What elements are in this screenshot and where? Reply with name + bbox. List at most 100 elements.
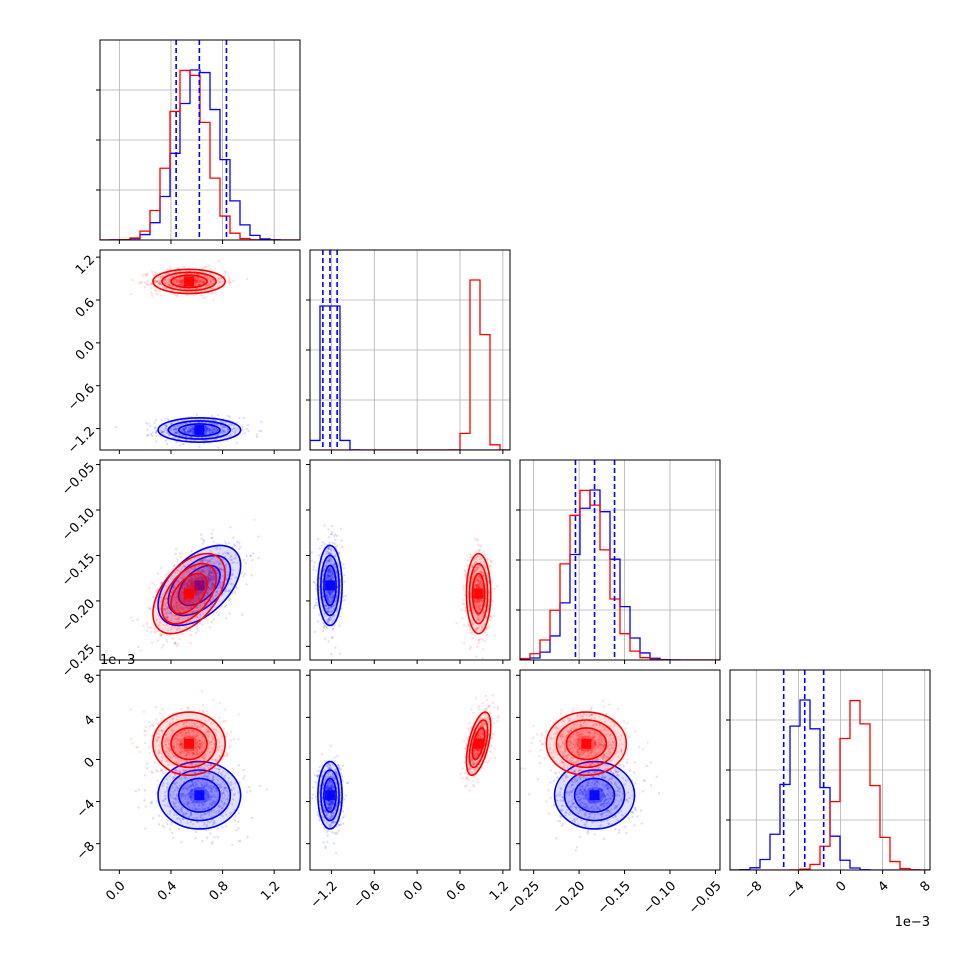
sample-point	[208, 573, 211, 577]
sample-point	[174, 605, 178, 608]
sample-point	[190, 583, 194, 587]
sample-point	[172, 637, 175, 640]
sample-point	[225, 551, 228, 555]
sample-point	[195, 591, 198, 595]
sample-point	[206, 774, 210, 778]
sample-point	[186, 430, 190, 434]
sample-point	[207, 573, 210, 577]
sample-point	[237, 554, 241, 557]
sample-point	[223, 430, 226, 433]
sample-point	[171, 285, 175, 288]
sample-point	[159, 275, 162, 279]
sample-point	[492, 615, 496, 618]
sample-point	[173, 626, 177, 629]
sample-point	[199, 557, 202, 560]
sample-point	[476, 626, 479, 630]
sample-point	[471, 630, 474, 634]
sample-point	[230, 423, 233, 427]
sample-point	[208, 574, 211, 578]
sample-point	[197, 597, 200, 600]
sample-point	[185, 584, 189, 588]
sample-point	[212, 298, 215, 301]
sample-point	[178, 586, 181, 589]
sample-point	[193, 574, 197, 577]
sample-point	[323, 524, 326, 527]
sample-point	[330, 610, 333, 613]
sample-point	[217, 827, 220, 830]
sample-point	[182, 428, 186, 432]
sample-point	[160, 431, 163, 434]
sample-point	[191, 801, 194, 804]
sample-point	[170, 626, 174, 630]
sample-point	[330, 620, 334, 624]
sample-point	[325, 573, 329, 577]
sample-point	[186, 793, 190, 796]
sample-point	[163, 278, 167, 281]
sample-point	[207, 613, 211, 617]
sample-point	[153, 421, 156, 424]
sample-point	[195, 576, 199, 580]
sample-point	[162, 825, 166, 829]
sample-point	[327, 570, 330, 574]
sample-point	[189, 789, 193, 792]
sample-point	[200, 570, 203, 574]
scatter-p2-vs-p0	[129, 518, 256, 655]
sample-point	[331, 574, 334, 577]
sample-point	[477, 618, 481, 622]
sample-point	[200, 565, 203, 569]
sample-point	[199, 614, 202, 618]
sample-point	[328, 562, 332, 566]
sample-point	[180, 280, 183, 283]
sample-point	[329, 595, 333, 599]
sample-point	[208, 569, 211, 573]
sample-point	[326, 575, 329, 578]
sample-point	[235, 540, 239, 544]
sample-point	[197, 597, 200, 601]
sample-point	[201, 569, 204, 572]
sample-point	[473, 537, 476, 540]
sample-point	[183, 598, 187, 601]
sample-point	[153, 627, 157, 630]
sample-point	[171, 606, 175, 609]
sample-point	[170, 586, 174, 589]
sample-point	[208, 574, 211, 577]
sample-point	[207, 576, 211, 579]
sample-point	[175, 591, 178, 595]
sample-point	[184, 784, 187, 788]
sample-point	[209, 575, 213, 578]
sample-point	[204, 559, 207, 562]
sample-point	[473, 569, 477, 572]
sample-point	[197, 580, 200, 584]
sample-point	[166, 596, 169, 600]
sample-point	[202, 578, 205, 581]
sample-point	[187, 602, 191, 606]
sample-point	[155, 280, 158, 283]
sample-point	[183, 601, 186, 604]
sample-point	[211, 581, 215, 584]
sample-point	[181, 813, 185, 817]
sample-point	[186, 598, 190, 601]
sample-point	[198, 549, 202, 552]
sample-point	[202, 711, 205, 714]
sample-point	[245, 555, 249, 558]
sample-point	[481, 586, 485, 589]
sample-point	[316, 604, 319, 607]
sample-point	[190, 431, 193, 434]
sample-point	[327, 618, 330, 621]
sample-point	[475, 627, 479, 631]
sample-point	[480, 571, 483, 574]
sample-point	[187, 607, 191, 610]
sample-point	[224, 719, 227, 723]
sample-point	[259, 784, 262, 788]
sample-point	[198, 592, 201, 595]
sample-point	[184, 811, 188, 815]
sample-point	[194, 581, 198, 585]
sample-point	[179, 577, 183, 580]
sample-point	[468, 647, 472, 651]
sample-point	[476, 599, 479, 603]
sample-point	[326, 590, 330, 594]
sample-point	[188, 621, 191, 625]
sample-point	[321, 541, 325, 544]
sample-point	[184, 430, 187, 434]
sample-point	[192, 570, 195, 573]
